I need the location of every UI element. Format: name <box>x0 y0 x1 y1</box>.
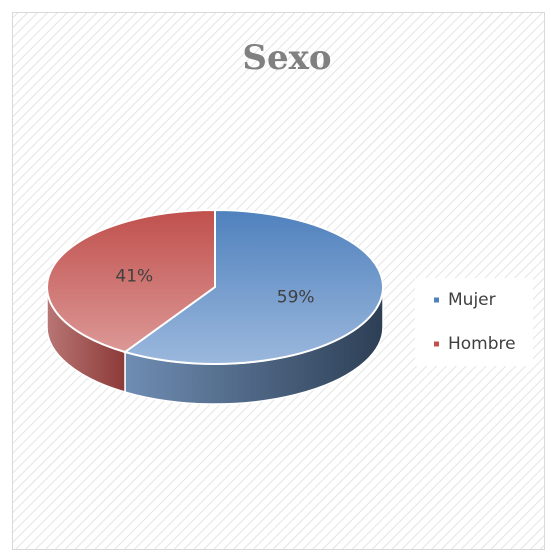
legend-marker <box>434 341 439 347</box>
data-label: 59% <box>277 288 315 308</box>
legend-label: Hombre <box>448 334 516 354</box>
pie-slice <box>122 208 384 365</box>
legend-label: Mujer <box>448 290 496 310</box>
pie-slice <box>46 208 216 354</box>
chart-title: Sexo <box>242 38 331 78</box>
legend-marker <box>434 297 439 303</box>
legend <box>415 278 533 366</box>
data-label: 41% <box>115 266 153 286</box>
